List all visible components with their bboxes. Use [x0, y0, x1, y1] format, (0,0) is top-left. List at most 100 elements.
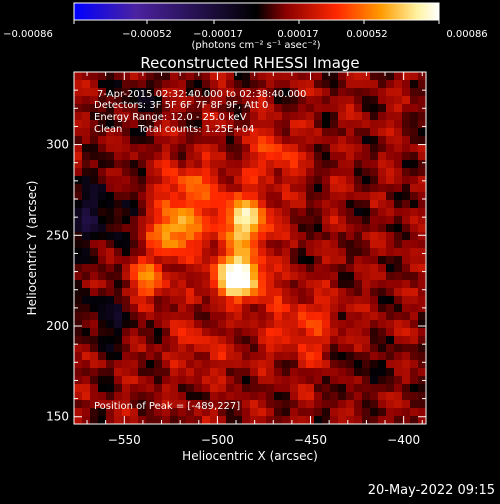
heatmap-cell [370, 320, 379, 329]
heatmap-cell [394, 320, 403, 329]
heatmap-cell [106, 160, 115, 169]
heatmap-cell [194, 376, 203, 385]
heatmap-cell [330, 168, 339, 177]
heatmap-cell [282, 168, 291, 177]
heatmap-cell [114, 344, 123, 353]
heatmap-cell [394, 328, 403, 337]
heatmap-cell [202, 248, 211, 257]
heatmap-cell [378, 376, 387, 385]
heatmap-cell [354, 200, 363, 209]
heatmap-cell [122, 160, 131, 169]
heatmap-cell [170, 408, 179, 417]
heatmap-cell [250, 280, 259, 289]
heatmap-cell [210, 264, 219, 273]
heatmap-cell [146, 344, 155, 353]
heatmap-cell [114, 248, 123, 257]
heatmap-cell [90, 288, 99, 297]
heatmap-cell [362, 360, 371, 369]
heatmap-cell [250, 376, 259, 385]
heatmap-cell [234, 344, 243, 353]
heatmap-cell [74, 208, 83, 217]
heatmap-cell [90, 232, 99, 241]
heatmap-cell [154, 376, 163, 385]
heatmap-cell [154, 232, 163, 241]
heatmap-cell [186, 384, 195, 393]
heatmap-cell [306, 136, 315, 145]
heatmap-cell [162, 112, 171, 121]
heatmap-cell [290, 240, 299, 249]
heatmap-cell [290, 344, 299, 353]
heatmap-cell [346, 104, 355, 113]
heatmap-cell [226, 216, 235, 225]
heatmap-cell [250, 248, 259, 257]
heatmap-cell [82, 304, 91, 313]
heatmap-cell [394, 408, 403, 417]
plot-frame [73, 71, 427, 425]
heatmap-cell [290, 392, 299, 401]
heatmap-cell [82, 96, 91, 105]
heatmap-cell [242, 408, 251, 417]
heatmap-cell [122, 208, 131, 217]
heatmap-cell [258, 152, 267, 161]
heatmap-cell [266, 176, 275, 185]
heatmap-cell [122, 176, 131, 185]
heatmap-cell [394, 232, 403, 241]
heatmap-cell [138, 248, 147, 257]
heatmap-cell [130, 144, 139, 153]
heatmap-cell [306, 240, 315, 249]
heatmap-cell [394, 104, 403, 113]
heatmap-cell [386, 80, 395, 89]
heatmap-cell [170, 368, 179, 377]
heatmap-cell [258, 80, 267, 89]
heatmap-cell [274, 120, 283, 129]
heatmap-cell [354, 296, 363, 305]
heatmap-cell [370, 88, 379, 97]
heatmap-cell [354, 272, 363, 281]
heatmap-cell [234, 376, 243, 385]
heatmap-cell [186, 144, 195, 153]
heatmap-cell [210, 280, 219, 289]
heatmap-cell [242, 352, 251, 361]
heatmap-cell [274, 144, 283, 153]
heatmap-cell [282, 392, 291, 401]
heatmap-cell [378, 96, 387, 105]
heatmap-cell [346, 264, 355, 273]
heatmap-cell [114, 264, 123, 273]
heatmap-cell [90, 344, 99, 353]
heatmap-cell [154, 304, 163, 313]
heatmap-cell [298, 384, 307, 393]
heatmap-cell [226, 296, 235, 305]
heatmap-cell [282, 376, 291, 385]
heatmap-cell [370, 224, 379, 233]
heatmap-cell [330, 208, 339, 217]
heatmap-cell [154, 344, 163, 353]
heatmap-cell [106, 368, 115, 377]
heatmap-cell [90, 240, 99, 249]
heatmap-cell [410, 352, 419, 361]
heatmap-cell [194, 136, 203, 145]
heatmap-cell [258, 360, 267, 369]
heatmap-cell [370, 416, 379, 424]
heatmap-cell [234, 80, 243, 89]
heatmap-cell [106, 128, 115, 137]
heatmap-cell [282, 352, 291, 361]
heatmap-cell [386, 200, 395, 209]
heatmap-cell [242, 328, 251, 337]
heatmap-cell [250, 72, 259, 81]
heatmap-cell [170, 136, 179, 145]
heatmap-cell [202, 200, 211, 209]
heatmap-cell [98, 400, 107, 409]
heatmap-cell [178, 288, 187, 297]
heatmap-cell [154, 104, 163, 113]
heatmap-cell [410, 288, 419, 297]
heatmap-cell [186, 264, 195, 273]
heatmap-cell [242, 152, 251, 161]
heatmap-cell [82, 192, 91, 201]
heatmap-cell [338, 168, 347, 177]
x-axis-label: Heliocentric X (arcsec) [182, 449, 318, 463]
heatmap-cell [194, 120, 203, 129]
heatmap-cell [146, 208, 155, 217]
heatmap-cell [338, 312, 347, 321]
heatmap-cell [106, 320, 115, 329]
heatmap-cell [346, 184, 355, 193]
